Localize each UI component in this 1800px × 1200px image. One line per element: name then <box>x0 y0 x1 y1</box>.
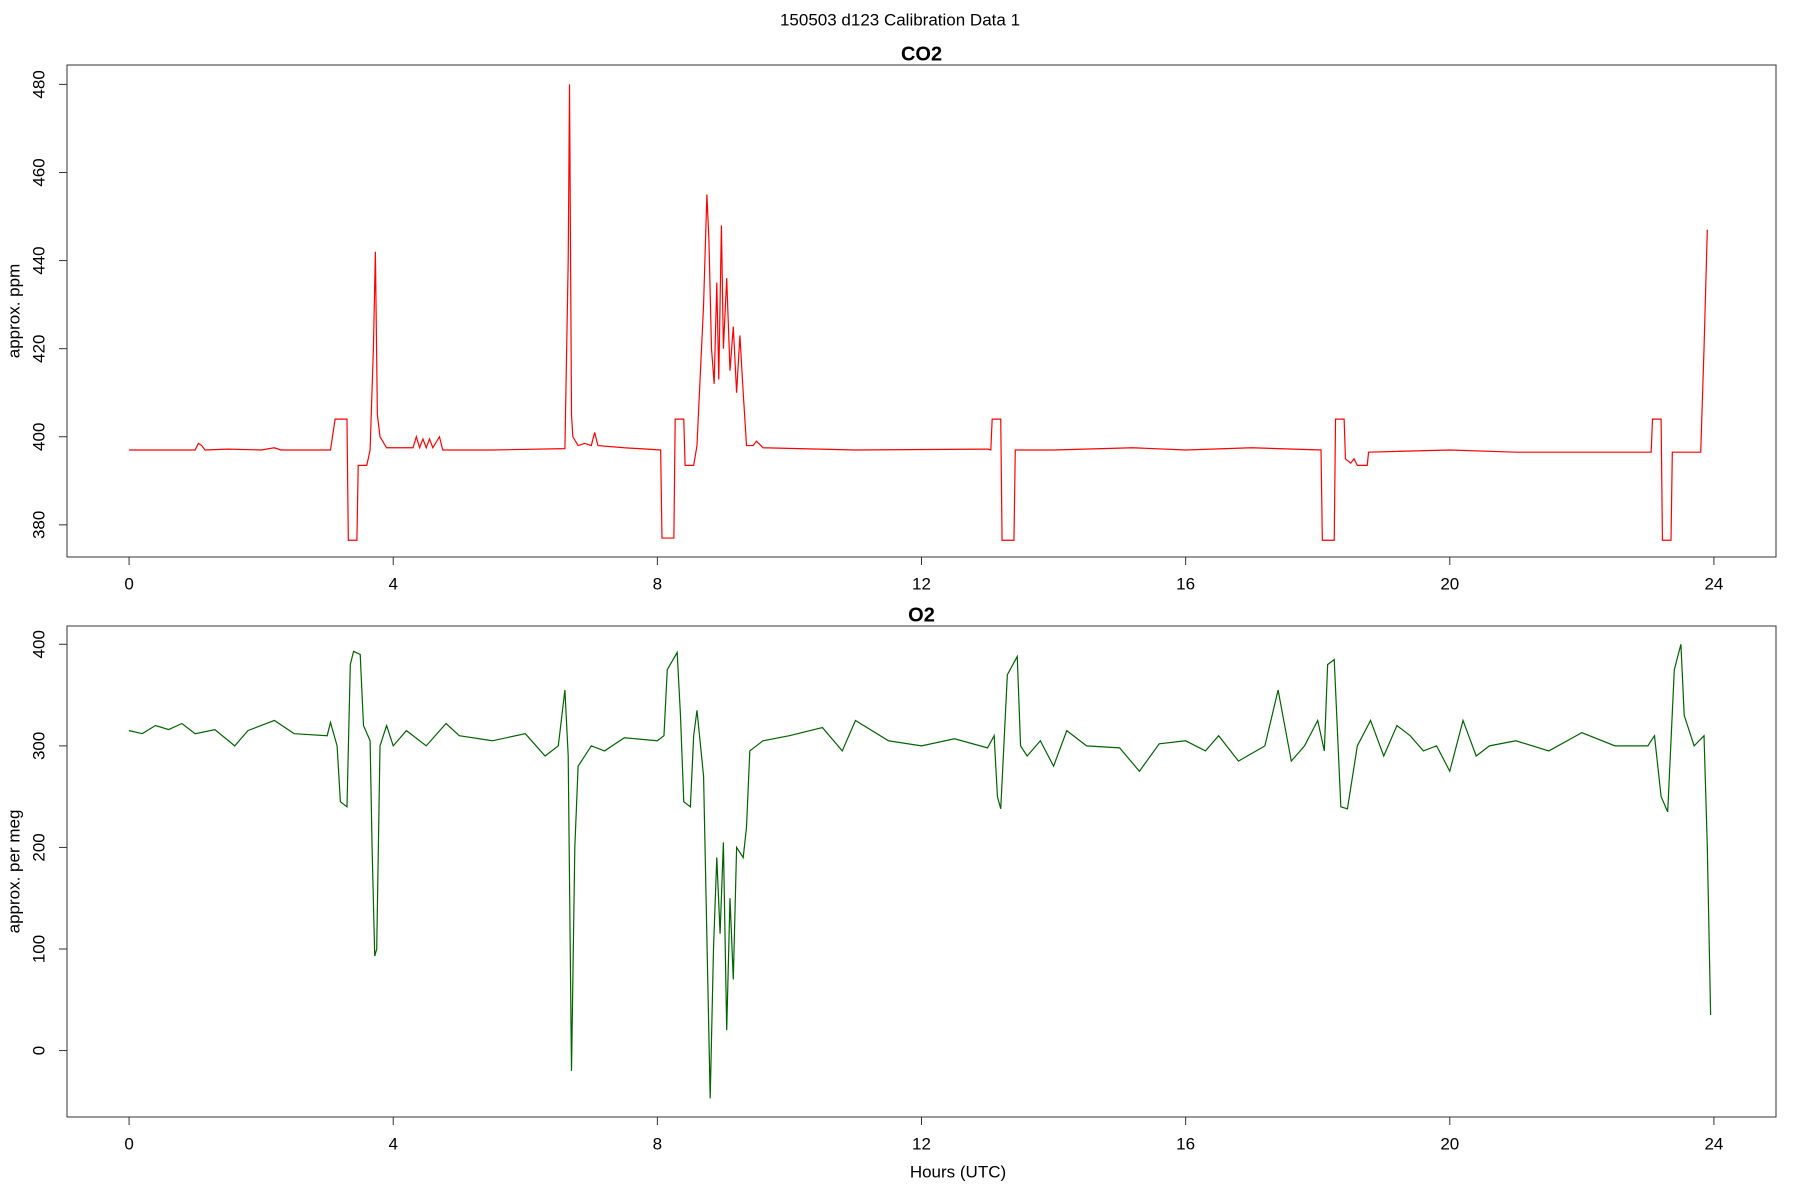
x-tick-label: 20 <box>1440 1134 1459 1153</box>
y-tick-label: 380 <box>29 511 48 539</box>
y-tick-label: 440 <box>29 246 48 274</box>
y-tick-label: 400 <box>29 423 48 451</box>
panel-title: CO2 <box>901 43 942 65</box>
plot-frame <box>66 64 1777 558</box>
x-tick-label: 20 <box>1440 574 1459 593</box>
plot-frame <box>66 625 1777 1118</box>
x-tick-label: 24 <box>1704 1134 1723 1153</box>
y-axis-label: approx. per meg <box>4 810 23 934</box>
x-tick-label: 4 <box>388 574 397 593</box>
panel: O2 approx. per meg 0 4 8 12 16 20 24 0 100 200 300 40… <box>4 604 1777 1153</box>
y-tick-label: 100 <box>29 935 48 963</box>
data-line <box>129 84 1708 541</box>
page-title: 150503 d123 Calibration Data 1 <box>780 10 1020 29</box>
x-axis-label: Hours (UTC) <box>910 1162 1006 1181</box>
x-tick-label: 12 <box>912 574 931 593</box>
x-tick-label: 4 <box>388 1134 397 1153</box>
y-tick-label: 480 <box>29 70 48 98</box>
data-line <box>128 644 1712 1099</box>
x-tick-label: 8 <box>653 1134 662 1153</box>
panel: CO2 approx. ppm 0 4 8 12 16 20 24 380 400 420 440 460… <box>4 43 1777 593</box>
y-tick-label: 400 <box>29 630 48 658</box>
x-tick-label: 16 <box>1176 574 1195 593</box>
y-tick-label: 460 <box>29 158 48 186</box>
y-axis-label: approx. ppm <box>4 264 23 359</box>
x-tick-label: 24 <box>1704 574 1723 593</box>
x-tick-label: 0 <box>124 574 133 593</box>
y-tick-label: 300 <box>29 732 48 760</box>
x-tick-label: 12 <box>912 1134 931 1153</box>
y-tick-label: 0 <box>29 1046 48 1055</box>
y-tick-label: 420 <box>29 334 48 362</box>
x-tick-label: 0 <box>124 1134 133 1153</box>
x-tick-label: 8 <box>653 574 662 593</box>
y-tick-label: 200 <box>29 833 48 861</box>
x-tick-label: 16 <box>1176 1134 1195 1153</box>
panel-title: O2 <box>908 604 935 626</box>
